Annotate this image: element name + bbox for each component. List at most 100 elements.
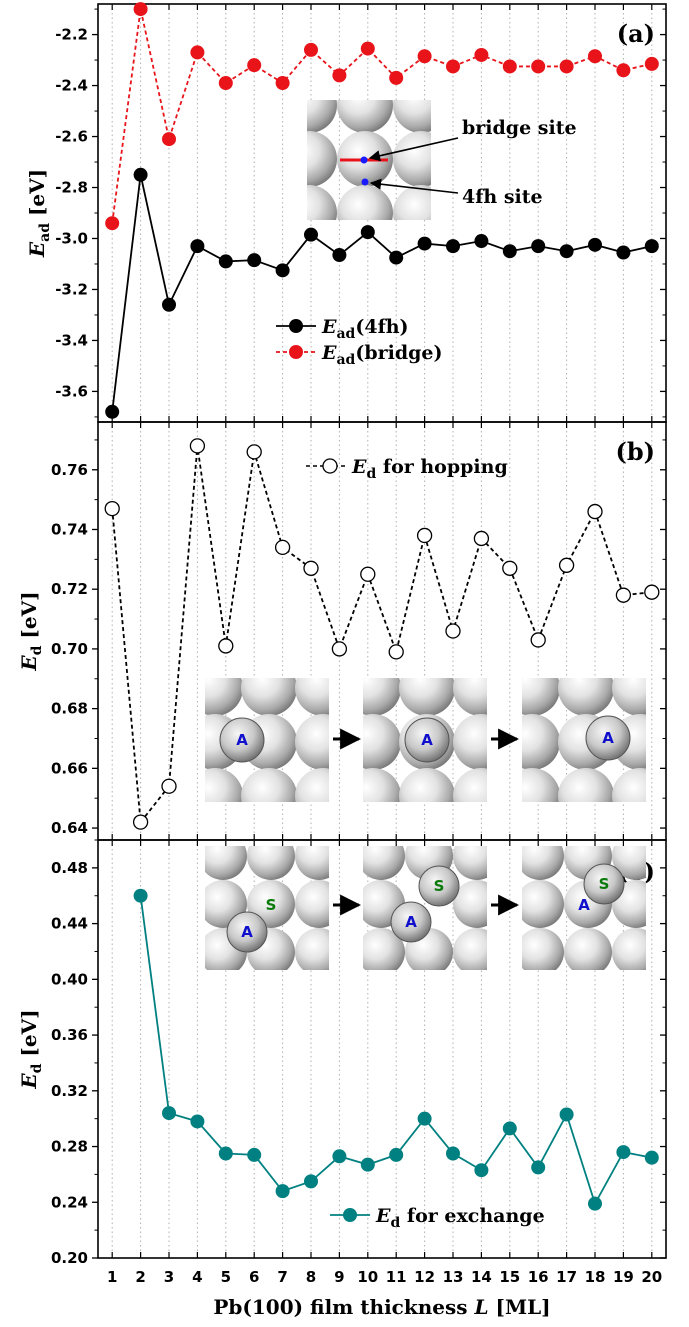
data-point bbox=[559, 244, 574, 259]
data-point bbox=[360, 225, 375, 240]
x-tick-label: 18 bbox=[585, 1268, 606, 1286]
hopping-atom-a-3: A bbox=[602, 729, 614, 747]
data-point bbox=[105, 404, 120, 419]
bridge-site-label: bridge site bbox=[462, 117, 577, 139]
data-point bbox=[218, 76, 233, 91]
y-tick-label: -3.4 bbox=[55, 331, 88, 349]
x-axis-title-prefix: Pb(100) film thickness bbox=[213, 1295, 474, 1319]
hopping-inset-2: A bbox=[363, 678, 487, 802]
data-point bbox=[474, 47, 489, 62]
data-point bbox=[274, 539, 291, 556]
data-point bbox=[502, 59, 517, 74]
x-tick-label: 1 bbox=[107, 1268, 117, 1286]
data-point bbox=[445, 623, 461, 639]
data-point bbox=[417, 49, 432, 64]
data-point bbox=[474, 234, 489, 249]
data-point bbox=[275, 76, 290, 91]
legend-hopping-main: E bbox=[351, 456, 367, 478]
data-point bbox=[304, 227, 318, 242]
legend-exchange-sub: d bbox=[390, 1215, 400, 1231]
x-tick-label: 4 bbox=[192, 1268, 202, 1286]
panel-c-exchange-insets: A S A S A S bbox=[205, 846, 646, 970]
data-point bbox=[502, 560, 518, 576]
legend-hopping-label: Ed for hopping bbox=[351, 456, 508, 482]
panel-a-ylabel-main: E bbox=[25, 241, 49, 258]
data-point bbox=[247, 1147, 262, 1162]
hopping-inset-1: A bbox=[205, 678, 329, 802]
exchange-atom-s-1: S bbox=[266, 896, 277, 914]
series-line-p1-s0 bbox=[111, 445, 652, 825]
y-tick-label: 0.68 bbox=[51, 700, 88, 718]
panel-b-ylabel-unit: [eV] bbox=[17, 591, 41, 645]
data-point bbox=[644, 1150, 659, 1165]
data-point bbox=[616, 245, 631, 260]
data-point bbox=[531, 59, 546, 74]
x-tick-label: 7 bbox=[277, 1268, 287, 1286]
data-point bbox=[588, 49, 602, 64]
legend-4fh-sub: ad bbox=[336, 326, 355, 342]
data-point bbox=[531, 1160, 546, 1175]
panel-a-ylabel-sub: ad bbox=[37, 223, 53, 242]
data-point bbox=[615, 587, 632, 603]
data-point bbox=[474, 1163, 489, 1178]
bridge-site-arrow bbox=[368, 137, 459, 162]
data-point bbox=[190, 1114, 205, 1129]
legend-exchange-main: E bbox=[375, 1205, 391, 1227]
data-point bbox=[388, 644, 404, 660]
y-tick-label: -2.4 bbox=[55, 77, 88, 95]
data-point bbox=[588, 237, 602, 252]
x-tick-label: 16 bbox=[528, 1268, 549, 1286]
legend-hopping-suffix: for hopping bbox=[376, 456, 507, 478]
data-point bbox=[332, 68, 347, 83]
panel-c-frame bbox=[97, 839, 667, 1259]
legend-4fh-marker bbox=[289, 319, 303, 333]
data-point bbox=[531, 239, 546, 254]
hopping-atom-a-1: A bbox=[236, 731, 248, 749]
data-point bbox=[133, 2, 148, 17]
data-point bbox=[446, 59, 460, 74]
data-point bbox=[530, 632, 546, 648]
data-point bbox=[389, 70, 404, 85]
x-tick-label: 2 bbox=[135, 1268, 145, 1286]
data-point bbox=[558, 557, 575, 573]
y-tick-label: -3.6 bbox=[55, 382, 88, 400]
panel-b-hopping-insets: A A A bbox=[205, 678, 646, 802]
data-point bbox=[331, 641, 348, 657]
y-tick-label: -2.6 bbox=[55, 128, 88, 146]
y-tick-label: 0.24 bbox=[51, 1193, 88, 1211]
x-tick-label: 14 bbox=[471, 1268, 492, 1286]
legend-4fh-main: E bbox=[321, 316, 337, 338]
data-point bbox=[189, 438, 206, 454]
legend-4fh-label: Ead(4fh) bbox=[321, 316, 409, 342]
legend-bridge-main: E bbox=[321, 342, 337, 364]
data-point bbox=[644, 56, 659, 71]
data-point bbox=[275, 263, 290, 278]
data-point bbox=[360, 41, 375, 56]
data-point bbox=[161, 778, 177, 794]
data-point bbox=[417, 236, 432, 251]
data-point bbox=[616, 63, 631, 78]
data-point bbox=[104, 500, 120, 517]
y-tick-label: -3.0 bbox=[55, 229, 88, 247]
y-tick-label: 0.70 bbox=[51, 640, 88, 658]
panel-b-ylabel-main: E bbox=[17, 655, 41, 672]
data-point bbox=[218, 254, 233, 269]
data-point bbox=[502, 1121, 517, 1136]
y-tick-label: 0.74 bbox=[51, 520, 88, 538]
data-point bbox=[417, 1111, 432, 1126]
data-point bbox=[162, 1106, 176, 1121]
x-tick-label: 10 bbox=[357, 1268, 378, 1286]
data-point bbox=[133, 888, 148, 903]
panel-b-legend: Ed for hopping bbox=[306, 456, 508, 482]
x-tick-label: 17 bbox=[556, 1268, 577, 1286]
bridge-site-dot bbox=[360, 156, 368, 164]
data-point bbox=[332, 248, 347, 263]
hopping-atom-a-2: A bbox=[421, 731, 433, 749]
exchange-inset-1: A S bbox=[205, 846, 329, 970]
data-point bbox=[162, 297, 176, 312]
y-tick-label: 0.44 bbox=[51, 915, 88, 933]
data-point bbox=[332, 1149, 347, 1164]
x-tick-label: 19 bbox=[613, 1268, 634, 1286]
exchange-inset-3: A S bbox=[522, 846, 646, 970]
x-tick-label: 15 bbox=[499, 1268, 520, 1286]
